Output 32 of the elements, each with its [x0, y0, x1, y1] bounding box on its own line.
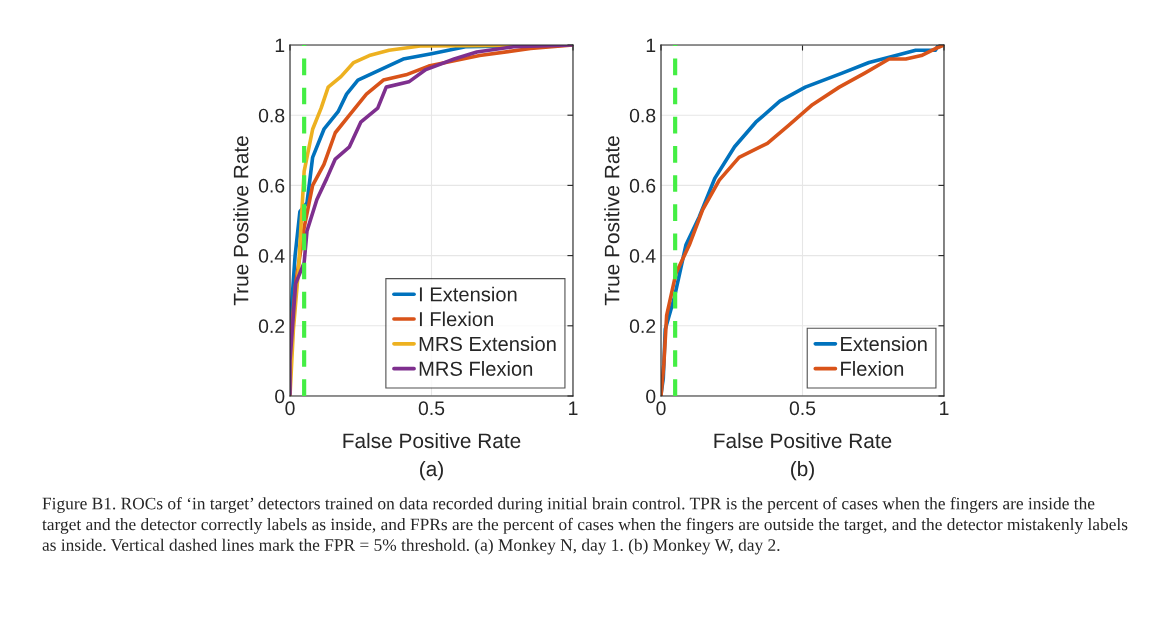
x-tick-label: 0.5	[418, 401, 445, 416]
y-tick-label: 0.6	[258, 178, 285, 193]
y-tick-label: 1	[275, 38, 285, 53]
y-axis-title: True Positive Rate	[604, 136, 620, 306]
y-tick-label: 0	[275, 389, 285, 404]
y-tick-label: 1	[646, 38, 656, 53]
legend-label: MRS Flexion	[419, 361, 533, 376]
y-tick-label: 0.2	[258, 319, 285, 334]
text: (a)	[420, 460, 443, 481]
legend-label: Extension	[841, 336, 927, 352]
x-tick-label: 0	[656, 401, 666, 416]
y-tick-label: 0.4	[258, 249, 285, 263]
legend-label: Flexion	[841, 361, 904, 376]
x-tick-label: 0	[285, 401, 295, 416]
y-tick-label: 0	[646, 389, 656, 404]
x-axis-title: False Positive Rate	[343, 432, 521, 449]
y-tick-label: 0.8	[258, 108, 285, 123]
y-tick-label: 0.6	[629, 178, 656, 193]
x-tick-label: 1	[940, 401, 949, 415]
legend-label: MRS Extension	[419, 336, 556, 352]
caption: Figure B1. ROCs of ‘in target’ detectors trained on data recorded during initial brain control. TPR is the percent of cases when the fingers are inside the target and the detector correctly labels as inside, and FPRs are the percent of cases when the fingers are outside the target, and the detector mistakenly labels as inside. Vertical dashed lines mark the FPR = 5% threshold. (a) Monkey N, day 1. (b) Monkey W, day 2.	[42, 497, 1128, 555]
legend-label: I Flexion	[419, 311, 493, 327]
x-tick-label: 1	[569, 401, 578, 415]
x-axis-title: False Positive Rate	[714, 432, 892, 449]
legend-label: I Extension	[419, 286, 517, 302]
y-tick-label: 0.8	[629, 108, 656, 123]
line-series	[661, 45, 944, 396]
y-tick-label: 0.2	[629, 319, 656, 334]
x-tick-label: 0.5	[789, 401, 816, 416]
text: (b)	[791, 460, 814, 481]
y-tick-label: 0.4	[629, 249, 656, 263]
y-axis-title: True Positive Rate	[233, 136, 249, 306]
